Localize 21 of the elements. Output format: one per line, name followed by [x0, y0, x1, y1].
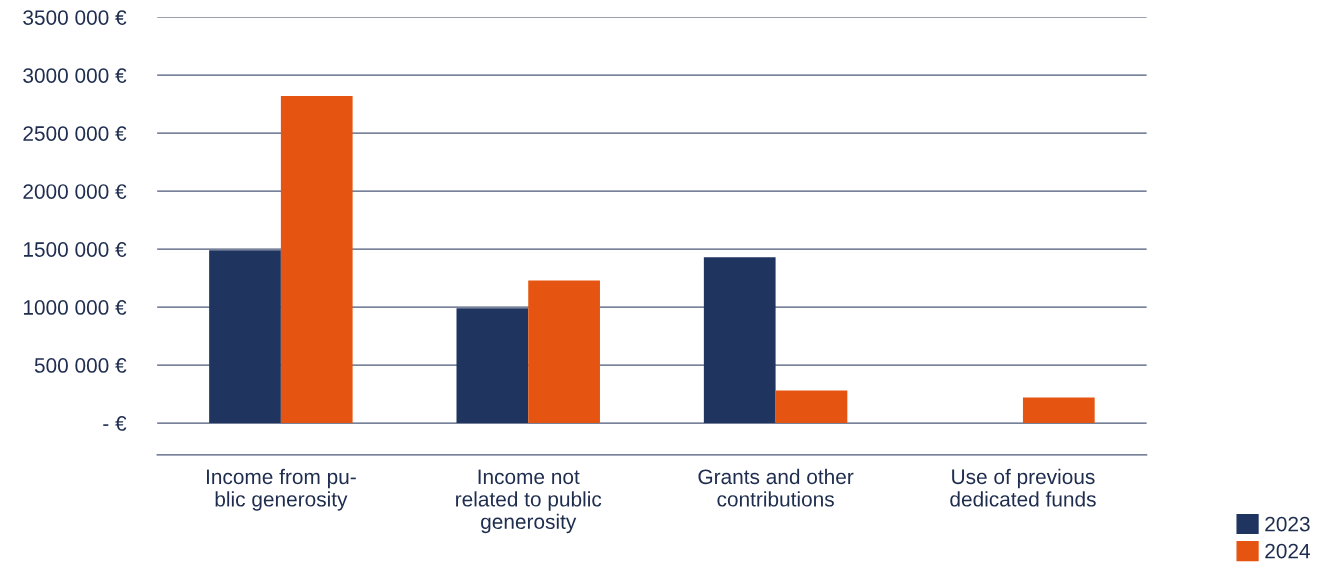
x-tick-label: Grants and other contributions [698, 468, 854, 507]
x-tick-label: Income not related to public generosity [456, 469, 602, 534]
bar [775, 390, 848, 424]
x-tick-label: Use of previous dedicated funds [950, 468, 1096, 507]
y-tick-label: 3500 000 € [23, 10, 127, 25]
bar [280, 96, 353, 424]
bar [1022, 397, 1095, 424]
legend-label: 2023 [1265, 516, 1310, 532]
y-tick-label: 500 000 € [34, 358, 127, 373]
y-tick-label: 2500 000 € [23, 126, 127, 141]
bar [456, 308, 529, 424]
y-tick-label: 1500 000 € [23, 242, 127, 257]
y-tick-label: 1000 000 € [23, 300, 127, 315]
y-tick-label: - € [103, 416, 127, 431]
x-tick-label: Income from pu- blic generosity [206, 468, 356, 511]
bar [209, 250, 281, 424]
bar [703, 257, 776, 424]
y-tick-label: 2000 000 € [23, 184, 127, 199]
legend-label: 2024 [1265, 543, 1310, 559]
y-tick-label: 3000 000 € [23, 68, 127, 83]
bar [528, 280, 600, 424]
